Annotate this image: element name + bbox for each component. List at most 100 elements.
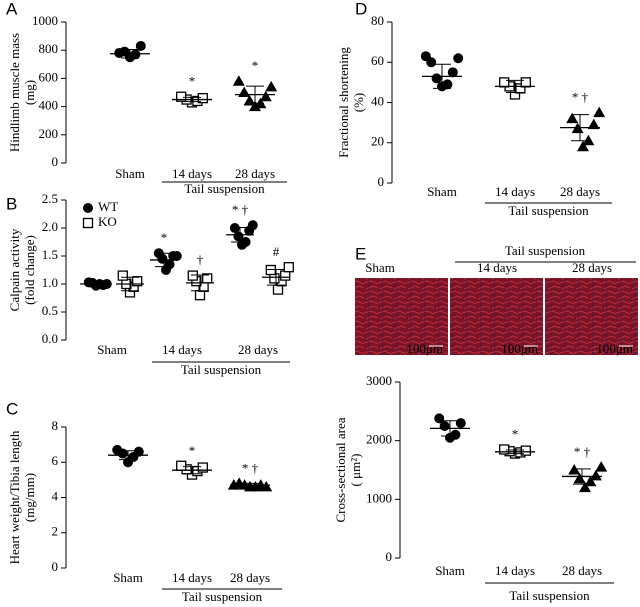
point [447,67,458,78]
point [232,75,245,86]
point [566,112,579,124]
point [431,73,442,84]
y-axis-label: (mg) [22,80,37,105]
point [249,100,261,112]
error-bar [121,276,139,292]
micrograph [355,278,448,355]
error-bar [121,48,139,59]
scale-label: 100μm [501,341,538,356]
y-tick-label: 40 [371,93,384,108]
error-bar [571,114,589,142]
y-tick-label: 0 [52,154,59,169]
panel-letter: D [355,0,367,18]
point [573,472,586,484]
annotation: * [512,426,519,441]
point [582,134,595,146]
x-tick-label: 14 days [172,166,212,181]
y-tick-label: 2.5 [42,191,58,206]
y-tick-label: 800 [39,41,59,56]
y-axis-label: Hindlimb muscle mass [7,33,22,152]
point [579,481,591,493]
y-axis-label: Cross-sectional area [333,417,348,522]
y-tick-label: 2.0 [42,219,58,234]
annotation: * † [242,460,259,475]
y-tick-label: 8 [52,418,59,433]
error-bar [441,420,459,437]
point [259,90,272,102]
point [272,284,284,295]
point [280,270,291,281]
point [589,469,602,481]
group-label: Tail suspension [184,181,265,196]
point [233,231,244,242]
error-bar [573,468,591,485]
panel-letter: B [6,194,17,213]
error-bar [119,450,137,461]
error-bar [267,268,285,286]
point [112,444,123,455]
y-tick-label: 1.0 [42,275,58,290]
x-tick-label: 14 days [495,184,535,199]
micrograph [450,278,543,355]
image-label: Sham [365,260,395,275]
y-axis-label: Calpain activity [7,228,22,311]
point [135,40,146,51]
group-label: Tail suspension [508,203,589,218]
scale-label: 100μm [406,341,443,356]
point [117,270,128,281]
x-tick-label: 28 days [230,570,270,585]
y-tick-label: 3000 [366,373,392,388]
group-label: Tail suspension [505,243,586,258]
point [420,51,431,62]
group-label: Tail suspension [181,362,262,377]
error-bar [246,85,264,104]
point [587,118,600,130]
point [132,276,143,287]
point [114,48,125,59]
y-tick-label: 6 [52,453,59,468]
x-tick-label: Sham [97,342,127,357]
point [499,444,510,455]
point [265,80,278,92]
y-tick-label: 80 [371,13,384,28]
point [176,460,187,471]
y-tick-label: 1000 [32,13,58,28]
error-bar [85,281,103,287]
point [499,77,510,88]
annotation: * † [574,444,591,459]
point [434,413,445,424]
error-bar [191,274,209,292]
point [197,462,208,473]
error-bar [433,63,451,89]
x-tick-label: 28 days [235,166,275,181]
y-tick-label: 0 [386,549,393,564]
error-bar [241,482,259,488]
y-tick-label: 2000 [366,432,392,447]
annotation: * † [572,90,589,105]
panel-letter: A [6,0,18,18]
y-tick-label: 600 [39,69,59,84]
y-tick-label: 200 [39,126,59,141]
y-tick-label: 400 [39,98,59,113]
point [520,445,531,456]
error-bar [155,252,173,268]
x-tick-label: 28 days [560,184,600,199]
point [133,446,144,457]
point [283,262,294,273]
y-tick-label: 20 [371,134,384,149]
point [577,140,589,152]
x-tick-label: 14 days [162,342,202,357]
annotation: * † [232,202,249,217]
y-axis-label: (fold change) [22,235,37,305]
annotation: # [273,244,280,259]
point [227,479,240,490]
image-label: 14 days [477,260,517,275]
group-label: Tail suspension [182,589,263,604]
x-tick-label: 14 days [172,570,212,585]
panel-letter: C [6,399,18,418]
point [83,203,93,213]
point [194,290,206,301]
y-tick-label: 4 [52,488,59,503]
group-label: Tail suspension [509,588,590,603]
